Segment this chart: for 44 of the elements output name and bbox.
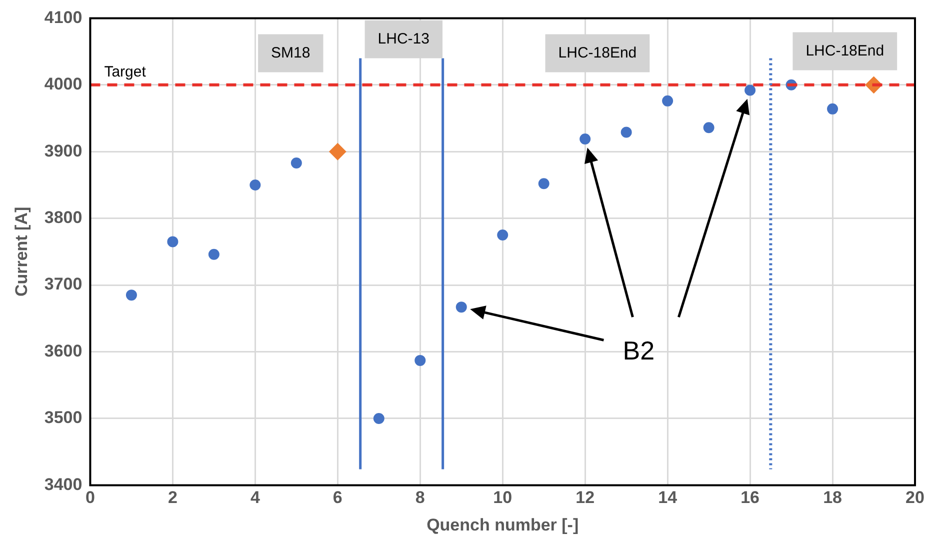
point bbox=[290, 157, 302, 168]
x-tick-label: 12 bbox=[576, 488, 595, 508]
y-axis-title: Current [A] bbox=[12, 206, 31, 297]
x-tick-label: 0 bbox=[85, 488, 95, 508]
y-tick-label: 3800 bbox=[44, 208, 82, 228]
annotation: LHC-18End bbox=[806, 42, 884, 60]
y-tick-label: 4000 bbox=[44, 74, 82, 94]
y-tick-label: 3600 bbox=[44, 341, 82, 360]
point bbox=[373, 412, 384, 424]
x-tick-label: 2 bbox=[168, 488, 178, 508]
x-axis-title: Quench number [-] bbox=[426, 515, 579, 534]
point bbox=[827, 103, 838, 114]
annotation: B2 bbox=[622, 335, 655, 366]
point bbox=[414, 354, 426, 366]
x-tick-label: 4 bbox=[250, 488, 260, 508]
x-tick-label: 16 bbox=[740, 488, 760, 508]
ref-line-label: Target bbox=[104, 64, 147, 81]
point bbox=[208, 248, 220, 260]
annotation: SM18 bbox=[271, 44, 310, 62]
y-tick-label: 4100 bbox=[44, 8, 82, 27]
point bbox=[580, 133, 591, 144]
x-tick-label: 10 bbox=[493, 488, 512, 508]
y-tick-label: 3500 bbox=[44, 408, 82, 428]
y-tick-label: 3700 bbox=[44, 274, 82, 294]
point bbox=[329, 143, 346, 160]
point bbox=[167, 236, 178, 248]
point bbox=[662, 95, 674, 106]
point bbox=[456, 302, 467, 313]
x-tick-label: 6 bbox=[332, 488, 342, 508]
annotation: LHC-13 bbox=[378, 30, 430, 48]
point bbox=[620, 126, 632, 138]
x-tick-label: 18 bbox=[823, 488, 842, 508]
point bbox=[126, 290, 137, 301]
x-tick-label: 20 bbox=[906, 488, 924, 508]
point bbox=[744, 84, 756, 96]
annotation: LHC-18End bbox=[558, 44, 637, 62]
point bbox=[703, 122, 714, 134]
point bbox=[538, 178, 550, 190]
y-tick-label: 3400 bbox=[44, 474, 82, 494]
point bbox=[497, 230, 508, 241]
y-tick-label: 3900 bbox=[44, 141, 82, 160]
x-tick-label: 14 bbox=[658, 488, 678, 508]
x-tick-label: 8 bbox=[415, 488, 425, 508]
point bbox=[250, 179, 261, 190]
